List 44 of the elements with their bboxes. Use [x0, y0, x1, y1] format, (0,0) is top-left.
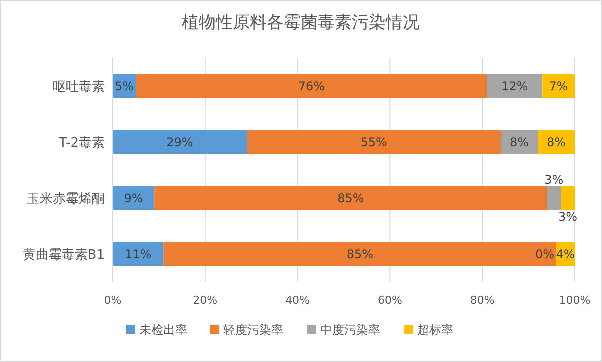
data-label: 5%: [115, 80, 134, 94]
bar: [246, 130, 502, 154]
data-label: 29%: [166, 136, 194, 150]
data-label: 12%: [502, 80, 528, 94]
legend-label: 未检出率: [140, 323, 188, 337]
bar: [164, 242, 557, 266]
bar: [136, 74, 488, 98]
x-tick-label: 40%: [286, 294, 310, 307]
x-tick-label: 20%: [193, 294, 218, 307]
data-label: 3%: [544, 173, 564, 187]
data-label: 85%: [346, 248, 374, 262]
data-label: 0%: [535, 248, 555, 262]
bar: [154, 186, 548, 210]
bar: [487, 74, 543, 98]
data-label: 8%: [546, 136, 566, 150]
data-label: 7%: [549, 80, 568, 94]
bar: [501, 130, 538, 154]
data-label: 3%: [558, 210, 578, 224]
y-tick-label: 呕吐毒素: [53, 80, 105, 95]
data-label: 55%: [360, 136, 388, 150]
x-tick-label: 100%: [559, 294, 591, 307]
bar: [547, 186, 562, 210]
data-label: 85%: [338, 192, 364, 206]
x-tick-label: 0%: [104, 294, 122, 307]
y-tick-label: 黄曲霉毒素B1: [22, 248, 105, 263]
data-label: 8%: [510, 136, 530, 150]
chart-title: 植物性原料各霉菌毒素污染情况: [182, 13, 420, 33]
bar: [561, 186, 575, 210]
legend-label: 轻度污染率: [224, 323, 284, 337]
legend-label: 中度污染率: [320, 323, 380, 337]
y-tick-label: T-2毒素: [58, 136, 105, 151]
bar: [113, 242, 164, 266]
legend-label: 超标率: [418, 323, 454, 337]
y-tick-label: 玉米赤霉烯酮: [27, 192, 105, 207]
x-tick-label: 80%: [470, 294, 495, 307]
x-tick-label: 60%: [378, 294, 402, 307]
data-label: 4%: [556, 248, 576, 262]
bar: [113, 130, 247, 154]
bar: [113, 186, 155, 210]
data-label: 9%: [124, 192, 144, 206]
data-label: 76%: [298, 80, 325, 94]
bar: [542, 74, 575, 98]
data-label: 11%: [125, 248, 152, 262]
bar: [538, 130, 575, 154]
